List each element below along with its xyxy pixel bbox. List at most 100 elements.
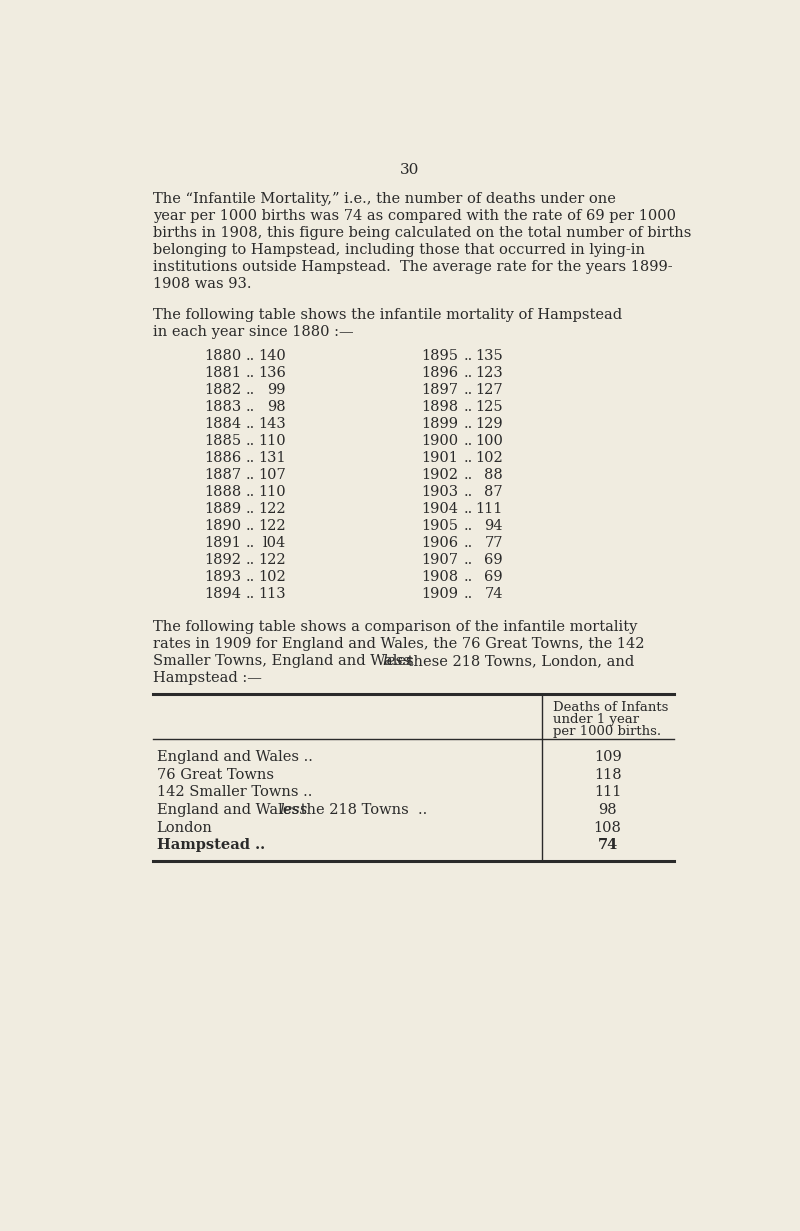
Text: 113: 113 [258, 587, 286, 601]
Text: 102: 102 [258, 570, 286, 583]
Text: 1887: 1887 [205, 468, 242, 483]
Text: ..: .. [463, 553, 473, 566]
Text: ..: .. [246, 417, 255, 431]
Text: 1898: 1898 [422, 400, 458, 415]
Text: 1908: 1908 [422, 570, 458, 583]
Text: 1891: 1891 [205, 535, 242, 550]
Text: 100: 100 [475, 435, 503, 448]
Text: 108: 108 [594, 821, 622, 835]
Text: 98: 98 [267, 400, 286, 415]
Text: per 1000 births.: per 1000 births. [554, 725, 662, 739]
Text: less: less [382, 655, 410, 668]
Text: 1883: 1883 [205, 400, 242, 415]
Text: 30: 30 [400, 164, 420, 177]
Text: ..: .. [246, 435, 255, 448]
Text: 74: 74 [485, 587, 503, 601]
Text: 98: 98 [598, 803, 617, 817]
Text: 1892: 1892 [205, 553, 242, 566]
Text: 110: 110 [258, 435, 286, 448]
Text: 1895: 1895 [422, 350, 458, 363]
Text: 1906: 1906 [422, 535, 458, 550]
Text: 102: 102 [475, 451, 503, 465]
Text: Deaths of Infants: Deaths of Infants [554, 700, 669, 714]
Text: 129: 129 [475, 417, 503, 431]
Text: 111: 111 [594, 785, 622, 799]
Text: ..: .. [246, 587, 255, 601]
Text: ..: .. [463, 587, 473, 601]
Text: 1889: 1889 [205, 502, 242, 516]
Text: The following table shows a comparison of the infantile mortality: The following table shows a comparison o… [153, 620, 637, 634]
Text: 110: 110 [258, 485, 286, 499]
Text: ..: .. [463, 535, 473, 550]
Text: ..: .. [246, 350, 255, 363]
Text: ..: .. [246, 367, 255, 380]
Text: less: less [279, 803, 307, 817]
Text: rates in 1909 for England and Wales, the 76 Great Towns, the 142: rates in 1909 for England and Wales, the… [153, 638, 644, 651]
Text: 109: 109 [594, 750, 622, 764]
Text: ..: .. [246, 535, 255, 550]
Text: 87: 87 [484, 485, 503, 499]
Text: 111: 111 [476, 502, 503, 516]
Text: belonging to Hampstead, including those that occurred in lying-in: belonging to Hampstead, including those … [153, 244, 645, 257]
Text: year per 1000 births was 74 as compared with the rate of 69 per 1000: year per 1000 births was 74 as compared … [153, 209, 676, 223]
Text: 94: 94 [485, 518, 503, 533]
Text: 127: 127 [475, 383, 503, 398]
Text: 1908 was 93.: 1908 was 93. [153, 277, 251, 291]
Text: 1881: 1881 [205, 367, 242, 380]
Text: 69: 69 [484, 553, 503, 566]
Text: ..: .. [463, 518, 473, 533]
Text: 1888: 1888 [205, 485, 242, 499]
Text: ..: .. [463, 435, 473, 448]
Text: ..: .. [246, 485, 255, 499]
Text: 1882: 1882 [205, 383, 242, 398]
Text: Smaller Towns, England and Wales: Smaller Towns, England and Wales [153, 655, 418, 668]
Text: 1880: 1880 [205, 350, 242, 363]
Text: 122: 122 [258, 518, 286, 533]
Text: births in 1908, this figure being calculated on the total number of births: births in 1908, this figure being calcul… [153, 227, 691, 240]
Text: ..: .. [463, 468, 473, 483]
Text: 131: 131 [258, 451, 286, 465]
Text: ..: .. [246, 518, 255, 533]
Text: 69: 69 [484, 570, 503, 583]
Text: ..: .. [246, 502, 255, 516]
Text: Hampstead :—: Hampstead :— [153, 671, 262, 686]
Text: ..: .. [246, 400, 255, 415]
Text: 135: 135 [475, 350, 503, 363]
Text: 74: 74 [598, 838, 618, 852]
Text: ..: .. [463, 502, 473, 516]
Text: l04: l04 [262, 535, 286, 550]
Text: 118: 118 [594, 768, 622, 782]
Text: 136: 136 [258, 367, 286, 380]
Text: ..: .. [246, 451, 255, 465]
Text: in each year since 1880 :—: in each year since 1880 :— [153, 325, 354, 339]
Text: 99: 99 [267, 383, 286, 398]
Text: The following table shows the infantile mortality of Hampstead: The following table shows the infantile … [153, 308, 622, 321]
Text: 1900: 1900 [422, 435, 458, 448]
Text: 1886: 1886 [205, 451, 242, 465]
Text: ..: .. [463, 367, 473, 380]
Text: ..: .. [246, 468, 255, 483]
Text: under 1 year: under 1 year [554, 713, 639, 726]
Text: 1907: 1907 [422, 553, 458, 566]
Text: 1885: 1885 [205, 435, 242, 448]
Text: 1884: 1884 [205, 417, 242, 431]
Text: 140: 140 [258, 350, 286, 363]
Text: 1899: 1899 [422, 417, 458, 431]
Text: the 218 Towns  ..: the 218 Towns .. [296, 803, 427, 817]
Text: ..: .. [463, 383, 473, 398]
Text: 1897: 1897 [422, 383, 458, 398]
Text: London: London [157, 821, 213, 835]
Text: 1909: 1909 [422, 587, 458, 601]
Text: England and Wales ..: England and Wales .. [157, 750, 313, 764]
Text: ..: .. [463, 485, 473, 499]
Text: 1903: 1903 [422, 485, 458, 499]
Text: ..: .. [463, 400, 473, 415]
Text: 122: 122 [258, 502, 286, 516]
Text: ..: .. [246, 383, 255, 398]
Text: 142 Smaller Towns ..: 142 Smaller Towns .. [157, 785, 312, 799]
Text: 143: 143 [258, 417, 286, 431]
Text: 88: 88 [484, 468, 503, 483]
Text: 76 Great Towns: 76 Great Towns [157, 768, 274, 782]
Text: ..: .. [246, 570, 255, 583]
Text: institutions outside Hampstead.  The average rate for the years 1899-: institutions outside Hampstead. The aver… [153, 260, 672, 275]
